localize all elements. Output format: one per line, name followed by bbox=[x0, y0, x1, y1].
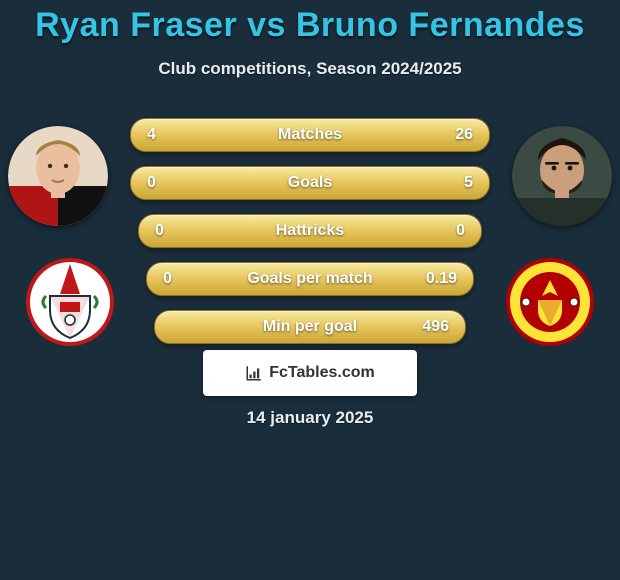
page-title: Ryan Fraser vs Bruno Fernandes bbox=[0, 0, 620, 45]
stat-row: Min per goal496 bbox=[154, 310, 466, 344]
stat-label: Goals per match bbox=[147, 270, 473, 288]
club-left-badge bbox=[20, 252, 120, 352]
brand-text: FcTables.com bbox=[269, 364, 375, 382]
stat-label: Hattricks bbox=[139, 222, 481, 240]
stat-row: 0Goals per match0.19 bbox=[146, 262, 474, 296]
stat-row: 0Goals5 bbox=[130, 166, 490, 200]
chart-icon bbox=[245, 364, 263, 382]
stat-label: Min per goal bbox=[155, 318, 465, 336]
stats-list: 4Matches26 0Goals5 0Hattricks0 0Goals per m… bbox=[130, 118, 490, 358]
stat-label: Matches bbox=[131, 126, 489, 144]
stat-row: 0Hattricks0 bbox=[138, 214, 482, 248]
stat-row: 4Matches26 bbox=[130, 118, 490, 152]
comparison-card: Ryan Fraser vs Bruno Fernandes Club comp… bbox=[0, 0, 620, 580]
player-left-avatar bbox=[8, 126, 108, 226]
club-right-badge bbox=[500, 252, 600, 352]
stat-label: Goals bbox=[131, 174, 489, 192]
page-subtitle: Club competitions, Season 2024/2025 bbox=[0, 59, 620, 79]
date-text: 14 january 2025 bbox=[0, 408, 620, 428]
player-right-avatar bbox=[512, 126, 612, 226]
brand-badge: FcTables.com bbox=[203, 350, 417, 396]
